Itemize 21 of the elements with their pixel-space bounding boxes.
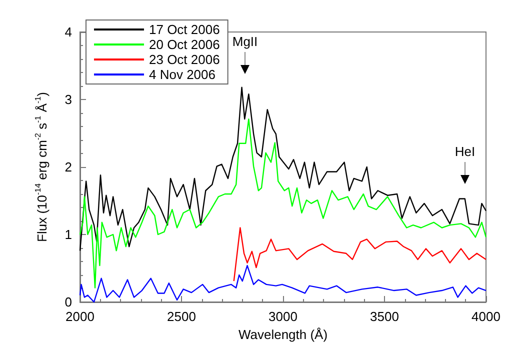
line-series (233, 227, 487, 282)
y-tick-label: 4 (64, 24, 72, 40)
x-axis-title: Wavelength (Å) (238, 326, 328, 342)
x-tick-label: 3000 (268, 309, 298, 324)
line-series (79, 86, 487, 252)
y-tick-label: 1 (64, 227, 72, 242)
text: Flux (10-14 erg cm-2 s-1 Å-1) (34, 92, 50, 242)
y-tick-label: 2 (64, 160, 72, 174)
x-tick-label: 4000 (472, 309, 500, 324)
legend-label: 20 Oct 2006 (149, 37, 220, 52)
legend-label: 17 Oct 2006 (149, 22, 220, 37)
annotation: MgII (232, 34, 258, 49)
y-tick-label: 0 (64, 294, 72, 310)
x-tick-label: 2000 (66, 309, 94, 324)
x-tick-label: 3500 (370, 309, 399, 324)
legend-label: 23 Oct 2006 (149, 52, 220, 67)
x-tick-label: 2500 (167, 309, 196, 324)
annotation: HeI (454, 144, 476, 159)
y-tick-label: 3 (64, 92, 72, 107)
legend-label: 4 Nov 2006 (149, 67, 216, 82)
line-series (79, 118, 487, 288)
